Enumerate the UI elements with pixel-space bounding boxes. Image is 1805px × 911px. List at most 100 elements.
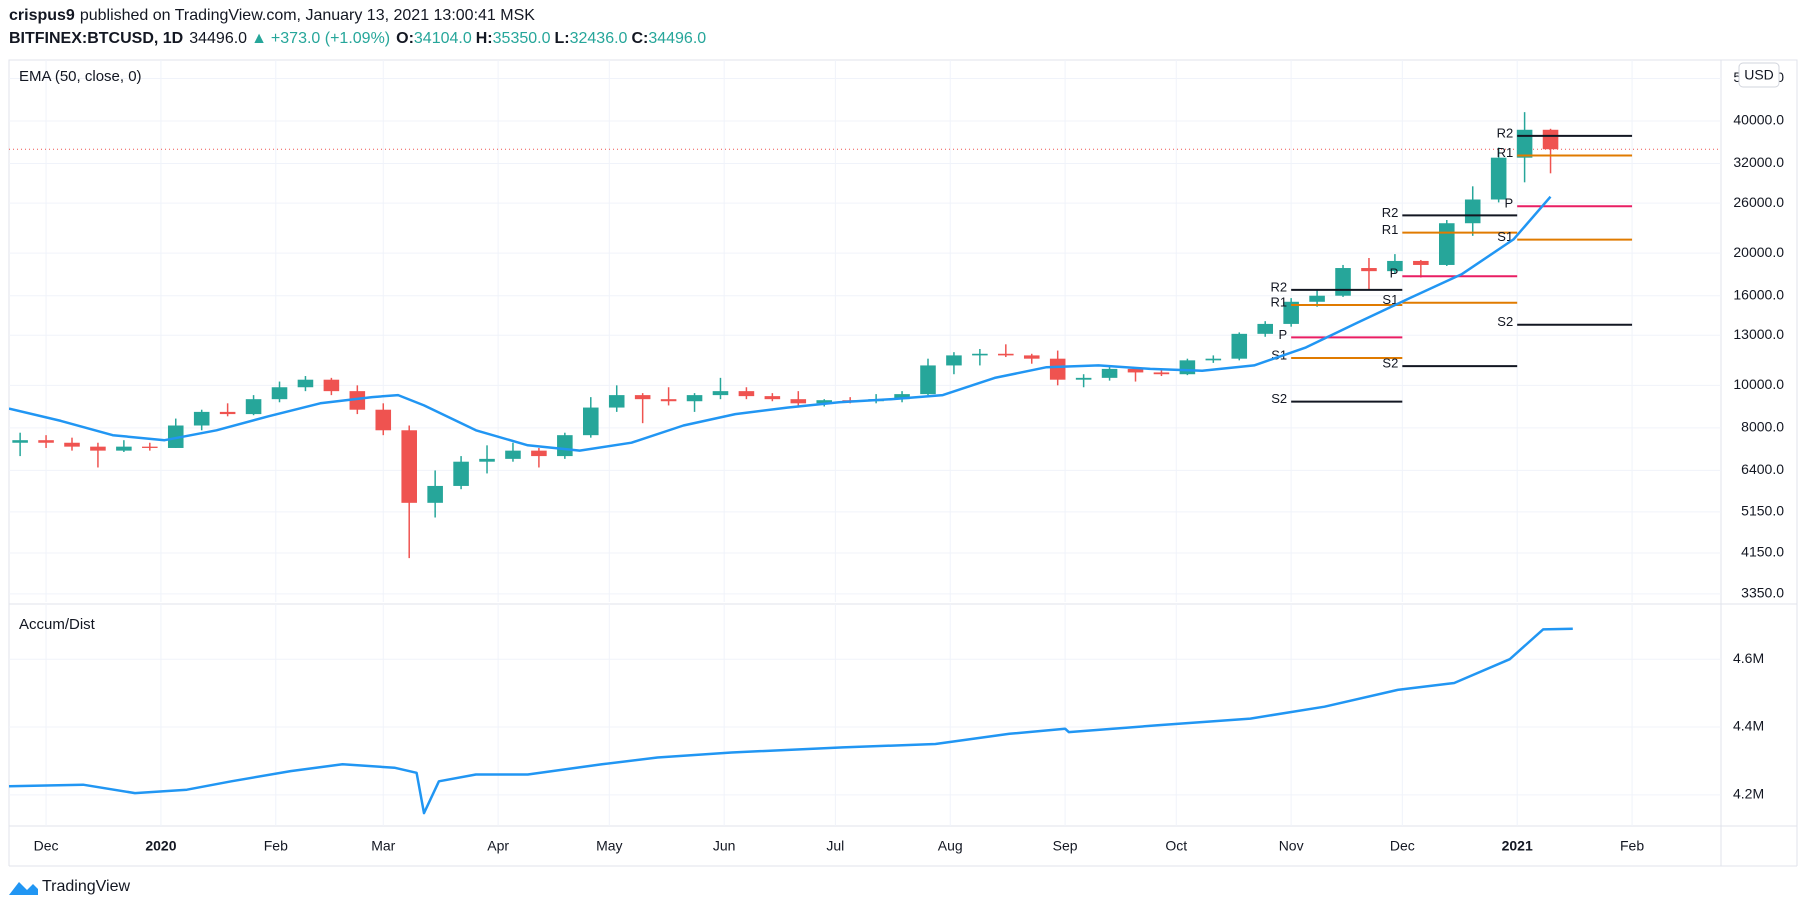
candle-body xyxy=(920,365,936,395)
candle-body xyxy=(1205,358,1222,361)
candle-body xyxy=(401,430,417,503)
header-line-1: crispus9 published on TradingView.com, Ja… xyxy=(9,7,535,24)
candle-body xyxy=(297,379,314,388)
candle-body xyxy=(764,396,781,400)
candle-body xyxy=(972,353,988,356)
x-tick-label: Apr xyxy=(487,838,509,854)
x-tick-label: 2020 xyxy=(145,838,176,854)
candle-body xyxy=(505,450,521,459)
ohlc-label: O: xyxy=(396,30,414,47)
arrow: ▲ xyxy=(251,30,267,47)
candle-body xyxy=(1464,199,1481,224)
change: +373.0 (+1.09%) xyxy=(271,30,390,47)
pivot-label: R2 xyxy=(1271,279,1288,294)
y-tick-label: 32000.0 xyxy=(1733,154,1784,170)
x-tick-label: Dec xyxy=(1390,838,1415,854)
candle-body xyxy=(1283,301,1299,324)
candle-body xyxy=(738,391,755,397)
y-tick-label: 4.6M xyxy=(1733,650,1764,666)
y-tick-label: 40000.0 xyxy=(1733,112,1784,128)
pivot-label: P xyxy=(1505,196,1514,211)
candle-body xyxy=(1023,355,1040,359)
candle-body xyxy=(557,435,573,457)
x-tick-label: 2021 xyxy=(1502,838,1533,854)
candle-body xyxy=(1413,260,1429,265)
ad-legend: Accum/Dist xyxy=(19,616,96,633)
candle-body xyxy=(1516,129,1533,158)
x-tick-label: May xyxy=(596,838,622,854)
candle-body xyxy=(1179,360,1196,375)
candle-body xyxy=(1257,323,1273,334)
x-tick-label: Jun xyxy=(713,838,736,854)
candle-body xyxy=(90,446,106,451)
ema-legend: EMA (50, close, 0) xyxy=(19,68,142,85)
ohlc-value: 34496.0 xyxy=(648,30,706,47)
line-series xyxy=(9,195,1552,452)
header-line-2: BITFINEX:BTCUSD, 1D 34496.0 ▲ +373.0 (+1.09… xyxy=(9,30,706,47)
candle-body xyxy=(12,440,28,443)
candle-body xyxy=(245,399,262,415)
candle-body xyxy=(1309,295,1325,302)
candle-body xyxy=(142,446,158,448)
candle-body xyxy=(271,387,288,400)
chart-layer: 3350.0 4150.0 5150.0 6400.0 8000.0 10000.0 130… xyxy=(9,60,1784,854)
ohlc-value: 32436.0 xyxy=(570,30,628,47)
brand: TradingView xyxy=(42,878,130,895)
candle-body xyxy=(894,394,910,400)
candle-body xyxy=(1542,129,1559,150)
candle-body xyxy=(1361,268,1377,272)
author: crispus9 xyxy=(9,7,75,24)
candle-body xyxy=(1231,333,1248,359)
pivot-label: R1 xyxy=(1497,145,1514,160)
x-tick-label: Aug xyxy=(938,838,963,854)
pivot-label: S1 xyxy=(1382,292,1398,307)
candle-body xyxy=(64,442,80,447)
x-tick-label: Jul xyxy=(826,838,844,854)
ohlc-label: C: xyxy=(631,30,648,47)
currency[interactable]: USD xyxy=(1744,67,1774,83)
x-tick-label: Nov xyxy=(1279,838,1304,854)
candle-body xyxy=(790,399,807,404)
y-tick-label: 4.4M xyxy=(1733,718,1764,734)
ohlc-label: H: xyxy=(476,30,493,47)
y-tick-label: 3350.0 xyxy=(1741,585,1784,601)
ohlc-value: 34104.0 xyxy=(414,30,472,47)
candle-body xyxy=(816,400,833,404)
x-tick-label: Mar xyxy=(371,838,395,854)
line-series xyxy=(9,627,1573,815)
pivot-label: R2 xyxy=(1497,125,1514,140)
last: 34496.0 xyxy=(189,30,247,47)
x-tick-label: Sep xyxy=(1053,838,1078,854)
frame xyxy=(8,59,1798,827)
brand-logo xyxy=(9,882,38,895)
symbol: BITFINEX:BTCUSD, 1D xyxy=(9,30,183,47)
candle-body xyxy=(349,391,366,410)
candle-body xyxy=(479,458,495,462)
candle-body xyxy=(998,353,1014,356)
candle-body xyxy=(1153,372,1170,375)
candle-body xyxy=(531,450,547,457)
candle-body xyxy=(660,399,677,402)
candle-body xyxy=(453,461,469,486)
pivot-label: R1 xyxy=(1382,222,1399,237)
y-tick-label: 16000.0 xyxy=(1733,286,1784,302)
x-tick-label: Oct xyxy=(1165,838,1187,854)
y-tick-label: 20000.0 xyxy=(1733,244,1784,260)
x-tick-label: Feb xyxy=(1620,838,1644,854)
pivot-label: P xyxy=(1278,327,1287,342)
plot-area xyxy=(9,627,1573,815)
currency-button[interactable] xyxy=(1738,62,1780,88)
y-tick-label: 13000.0 xyxy=(1733,326,1784,342)
pivot-label: S2 xyxy=(1497,314,1513,329)
candle-body xyxy=(608,395,625,408)
candle-body xyxy=(1439,223,1455,265)
logo-shape xyxy=(9,882,38,895)
candle-body xyxy=(1335,268,1351,296)
candle-body xyxy=(712,391,729,396)
candle-body xyxy=(1490,157,1507,200)
ohlc-value: 35350.0 xyxy=(493,30,551,47)
pivot-label: R2 xyxy=(1382,205,1399,220)
pivot-label: R1 xyxy=(1271,294,1288,309)
